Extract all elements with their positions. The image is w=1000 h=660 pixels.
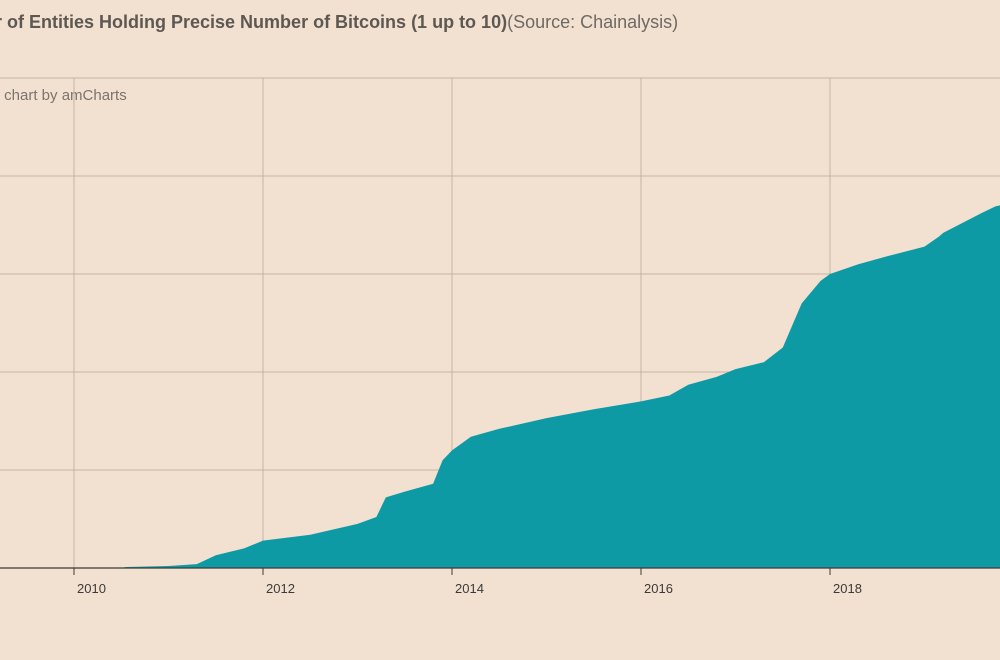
x-tick-label: 2016 [644,581,673,596]
area-series-fill [121,205,1000,568]
x-tick-label: 2018 [833,581,862,596]
area-series [121,205,1000,568]
chart-title: mber of Entities Holding Precise Number … [0,12,678,33]
x-tick-label: 2012 [266,581,295,596]
chart-title-source: (Source: Chainalysis) [507,12,679,32]
x-tick-label: 2010 [77,581,106,596]
x-axis: 2010 2012 2014 2016 2018 [0,567,1000,596]
chart-credit[interactable]: S chart by amCharts [0,87,127,104]
x-tick-label: 2014 [455,581,484,596]
chart-title-main: mber of Entities Holding Precise Number … [0,12,508,32]
